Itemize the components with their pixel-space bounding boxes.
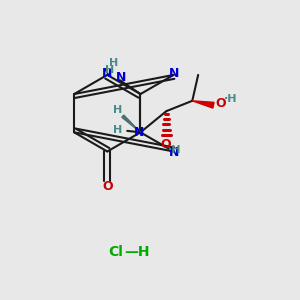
Text: H: H [113,125,122,135]
Text: O: O [160,138,171,151]
Text: ·H: ·H [224,94,237,104]
Polygon shape [192,101,214,108]
Text: H: H [113,105,122,115]
Text: O: O [102,180,112,193]
Text: O: O [215,97,226,110]
Text: N: N [168,146,179,159]
Polygon shape [122,115,140,132]
Text: N: N [134,126,144,139]
Text: —H: —H [124,244,149,259]
Text: H: H [105,64,115,75]
Text: Cl: Cl [109,244,124,259]
Text: N: N [168,67,179,80]
Text: ·H: ·H [168,145,182,155]
Text: H: H [109,58,119,68]
Text: N: N [116,71,126,84]
Text: N: N [102,67,112,80]
